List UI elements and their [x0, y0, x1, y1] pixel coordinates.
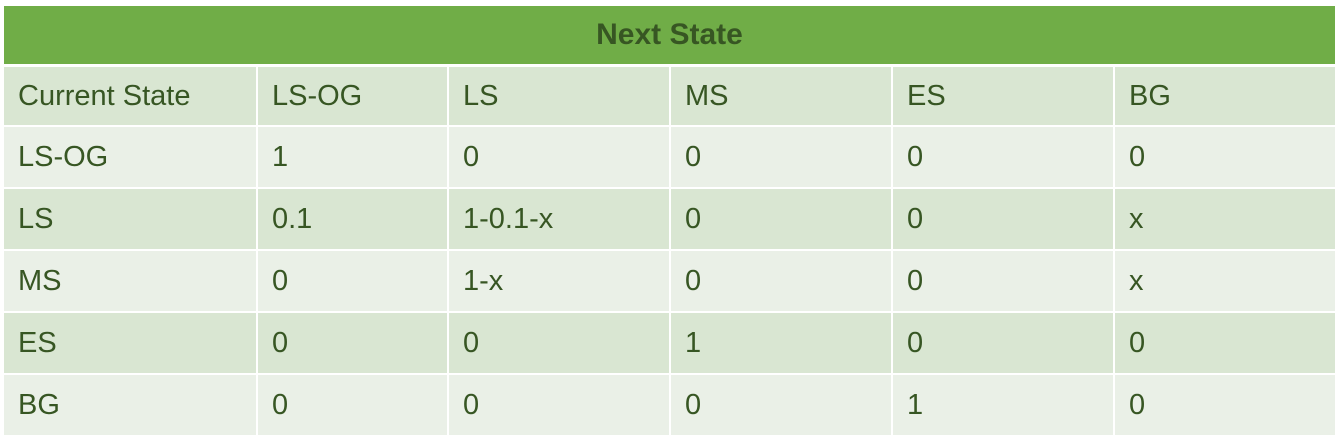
table-cell: 0 — [670, 250, 893, 313]
column-header: ES — [892, 65, 1115, 127]
transition-table-container: Next State Current State LS-OG LS MS ES … — [4, 6, 1335, 437]
table-cell: 0 — [892, 312, 1115, 375]
table-cell: x — [1114, 250, 1335, 313]
table-cell: 0 — [448, 126, 671, 189]
table-cell: 1-x — [448, 250, 671, 313]
table-title: Next State — [4, 6, 1335, 67]
table-cell: 0 — [1114, 126, 1335, 189]
row-label: LS — [4, 188, 258, 251]
table-row: LS 0.1 1-0.1-x 0 0 x — [4, 188, 1335, 251]
column-header: LS-OG — [257, 65, 449, 127]
table-cell: 0 — [670, 126, 893, 189]
table-row: BG 0 0 0 1 0 — [4, 374, 1335, 437]
table-cell: 0 — [670, 374, 893, 437]
table-cell: 0 — [448, 312, 671, 375]
table-cell: 0 — [892, 188, 1115, 251]
table-cell: 0 — [892, 126, 1115, 189]
column-header: LS — [448, 65, 671, 127]
table-cell: x — [1114, 188, 1335, 251]
title-row: Next State — [4, 6, 1335, 67]
table-cell: 0 — [257, 374, 449, 437]
state-transition-table: Next State Current State LS-OG LS MS ES … — [4, 6, 1335, 437]
table-cell: 0 — [257, 312, 449, 375]
table-row: MS 0 1-x 0 0 x — [4, 250, 1335, 313]
table-cell: 0 — [1114, 374, 1335, 437]
table-cell: 1 — [670, 312, 893, 375]
column-header: BG — [1114, 65, 1335, 127]
row-label: LS-OG — [4, 126, 258, 189]
column-header: MS — [670, 65, 893, 127]
column-header-row: Current State LS-OG LS MS ES BG — [4, 65, 1335, 127]
table-row: LS-OG 1 0 0 0 0 — [4, 126, 1335, 189]
row-label: ES — [4, 312, 258, 375]
column-header: Current State — [4, 65, 258, 127]
row-label: MS — [4, 250, 258, 313]
table-cell: 0 — [892, 250, 1115, 313]
table-cell: 0 — [670, 188, 893, 251]
table-row: ES 0 0 1 0 0 — [4, 312, 1335, 375]
table-cell: 0 — [257, 250, 449, 313]
table-cell: 1 — [892, 374, 1115, 437]
row-label: BG — [4, 374, 258, 437]
table-cell: 1-0.1-x — [448, 188, 671, 251]
table-cell: 0 — [448, 374, 671, 437]
table-cell: 1 — [257, 126, 449, 189]
table-cell: 0.1 — [257, 188, 449, 251]
table-cell: 0 — [1114, 312, 1335, 375]
